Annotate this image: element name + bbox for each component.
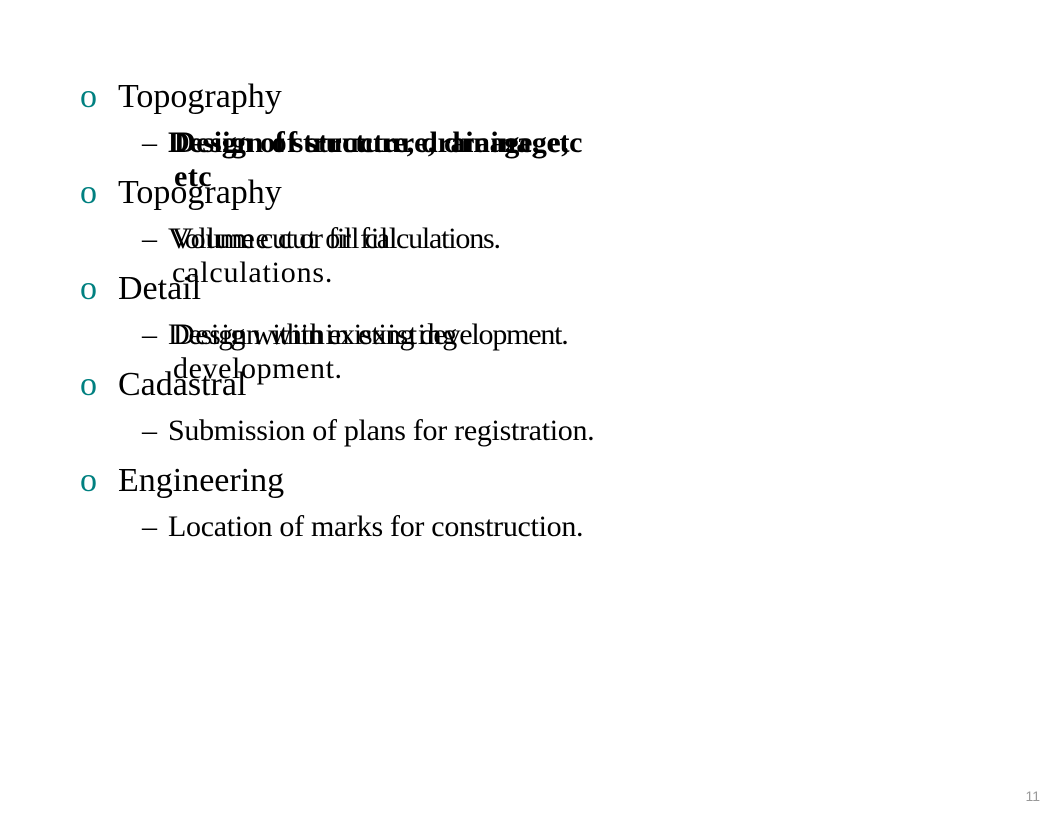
sub-item-text-overlay: Volume cut or fill calculations. bbox=[172, 222, 500, 290]
circle-bullet-icon: o bbox=[80, 462, 118, 500]
list-item-label: Topography bbox=[118, 78, 282, 116]
sub-item-text: Location of marks for construction. bbox=[168, 510, 583, 544]
sub-row: – Submission of plans for registration. bbox=[80, 414, 982, 448]
sub-row: – Design of structure, drainage, etc Des… bbox=[80, 126, 982, 160]
bullet-row: o Engineering bbox=[80, 462, 982, 500]
sub-item-text-overlay: Design within existing development. bbox=[173, 318, 568, 386]
sub-item-text-overlay: Design of structure, drainage, etc bbox=[174, 126, 582, 194]
sub-item-text-layer: Design within existing development. Desi… bbox=[168, 318, 568, 352]
sub-row: – Design within existing development. De… bbox=[80, 318, 982, 352]
dash-bullet-icon: – bbox=[142, 126, 168, 160]
sub-item-text: Submission of plans for registration. bbox=[168, 414, 594, 448]
list-item-label: Engineering bbox=[118, 462, 284, 500]
sub-row: – Volume cut or fill calculations. Volum… bbox=[80, 222, 982, 256]
list-item: o Engineering – Location of marks for co… bbox=[80, 462, 982, 544]
circle-bullet-icon: o bbox=[80, 78, 118, 116]
dash-bullet-icon: – bbox=[142, 318, 168, 352]
page-number: 11 bbox=[1025, 788, 1040, 804]
circle-bullet-icon: o bbox=[80, 366, 118, 404]
dash-bullet-icon: – bbox=[142, 510, 168, 544]
slide-content: o Topography – Design of structure, drai… bbox=[0, 0, 1062, 544]
sub-item-text-layer: Design of structure, drainage, etc Desig… bbox=[168, 126, 582, 160]
bullet-row: o Topography bbox=[80, 78, 982, 116]
sub-item-text-layer: Volume cut or fill calculations. Volume … bbox=[168, 222, 500, 256]
dash-bullet-icon: – bbox=[142, 222, 168, 256]
sub-row: – Location of marks for construction. bbox=[80, 510, 982, 544]
list-item: o Topography – Design of structure, drai… bbox=[80, 78, 982, 160]
dash-bullet-icon: – bbox=[142, 414, 168, 448]
circle-bullet-icon: o bbox=[80, 270, 118, 308]
circle-bullet-icon: o bbox=[80, 174, 118, 212]
